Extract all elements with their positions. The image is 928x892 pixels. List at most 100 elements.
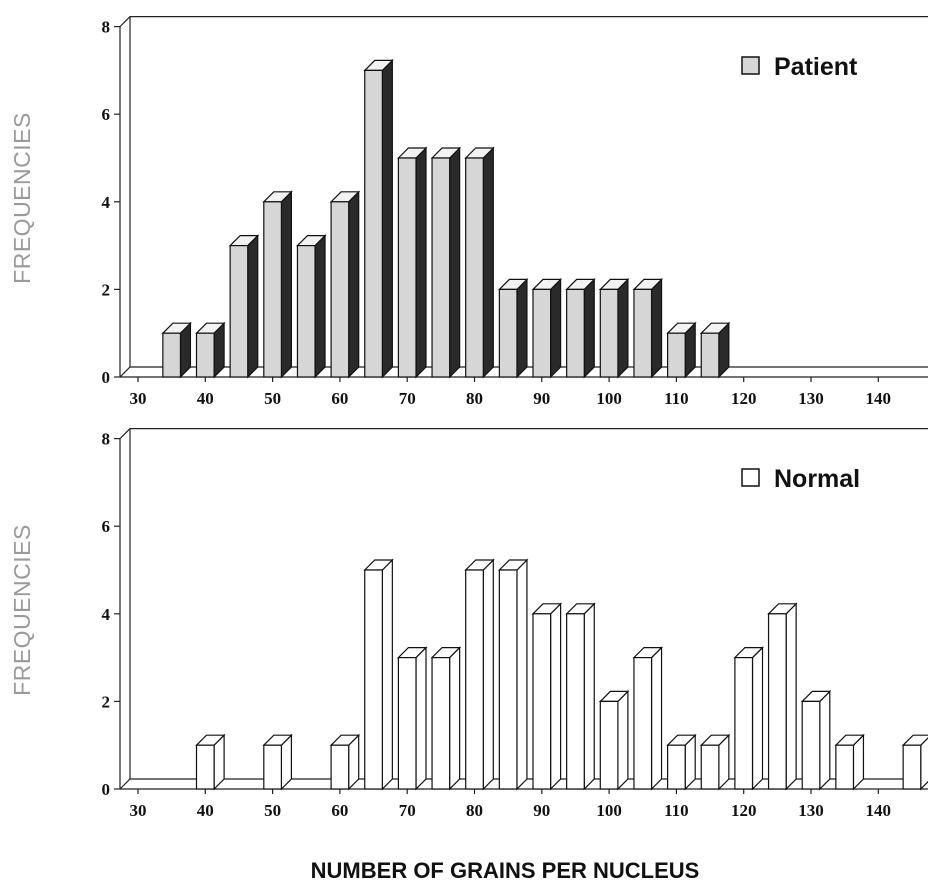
x-tick-label: 80 [466,389,483,408]
bar-side-face [381,58,393,379]
bar-front-face [195,332,215,378]
x-tick-label: 70 [399,389,416,408]
bar-front-face [397,157,417,378]
bar-front-face [767,613,787,790]
bar-side-face [449,146,461,379]
bar-side-face [415,146,427,379]
normal-bar [632,646,663,791]
bar-front-face [229,245,249,378]
x-tick-label: 70 [399,801,416,820]
x-tick-label: 40 [197,801,214,820]
x-tick-label: 80 [466,801,483,820]
bar-side-face [482,558,494,791]
legend-label: Patient [774,53,858,81]
bar-side-face [583,602,595,791]
bar-front-face [599,288,619,378]
patient-bar [296,234,327,379]
bar-front-face [296,245,316,378]
bar-side-face [583,277,595,379]
y-tick-label: 8 [102,430,111,449]
normal-bar [565,602,596,791]
y-tick-label: 6 [102,517,111,536]
normal-bar [834,733,865,791]
y-tick-label: 4 [102,193,111,212]
bar-front-face [498,288,518,378]
y-tick-label: 4 [102,605,111,624]
y-axis-label: FREQUENCIES [9,112,35,284]
bar-side-face [516,558,528,791]
patient-bar [666,321,697,379]
normal-bar [329,733,361,791]
x-tick-label: 110 [664,801,689,820]
bar-side-face [482,146,494,379]
x-tick-label: 60 [331,389,348,408]
normal-bar [363,558,394,791]
normal-bar [497,558,529,791]
bar-front-face [633,656,653,790]
bar-front-face [431,157,451,378]
normal-bar [262,733,293,791]
x-tick-label: 50 [264,801,281,820]
x-tick-label: 130 [798,389,824,408]
x-tick-label: 140 [866,801,892,820]
bar-side-face [314,234,326,379]
patient-bar [228,234,260,379]
bar-side-face [381,558,393,791]
x-tick-label: 140 [866,389,892,408]
x-axis-label: NUMBER OF GRAINS PER NUCLEUS [311,858,700,883]
normal-bar [901,734,928,791]
patient-bar [565,277,596,379]
bar-front-face [700,744,720,790]
normal-histogram-panel: 0 2 4 6 8 FREQUENCIES 30 40 50 60 70 80 90 100 110 120 1… [9,428,928,820]
normal-bar [464,558,495,791]
bar-side-face [550,602,562,791]
bar-front-face [364,69,383,378]
normal-bar [195,733,226,791]
x-tick-label: 90 [533,389,550,408]
bar-front-face [566,288,585,378]
y-tick-label: 8 [102,18,111,37]
bar-side-face [751,646,764,791]
patient-bar [632,277,663,379]
bar-side-face [819,689,831,791]
y-tick-label: 0 [102,780,111,799]
patient-bar [598,277,630,379]
y-tick-label: 6 [102,105,111,124]
bar-side-face [550,277,562,379]
bar-side-face [415,646,427,791]
normal-bar [531,602,563,791]
patient-legend: Patient [741,53,858,81]
bar-front-face [700,332,720,378]
x-tick-label: 110 [664,389,689,408]
legend-label: Normal [774,465,860,493]
patient-bar [329,190,361,379]
x-tick-label: 40 [197,389,214,408]
bar-side-face [617,277,629,379]
normal-bar [733,646,764,791]
y-axis-label: FREQUENCIES [9,524,35,696]
bar-front-face [397,656,417,790]
bar-front-face [263,201,282,378]
patient-bar [531,277,563,379]
bar-front-face [666,744,686,790]
bar-front-face [532,613,552,790]
bar-side-face [650,646,663,791]
patient-bar [497,277,529,379]
bar-front-face [263,744,282,790]
x-tick-label: 100 [596,801,622,820]
bar-front-face [162,332,182,378]
patient-bar [363,58,394,379]
x-tick-label: 30 [130,801,147,820]
x-tick-label: 60 [331,801,348,820]
bar-front-face [498,569,518,790]
bar-front-face [633,288,653,378]
normal-bar [598,689,630,791]
normal-bar [767,602,798,791]
bar-side-face [516,277,528,379]
y-tick-label: 2 [102,280,111,299]
patient-histogram-panel: 0 2 4 6 8 FREQUENCIES 30 40 50 60 70 80 90 100 110 120 1… [9,16,928,408]
bar-front-face [330,201,350,378]
patient-bar [464,146,495,379]
legend-swatch [741,56,760,75]
